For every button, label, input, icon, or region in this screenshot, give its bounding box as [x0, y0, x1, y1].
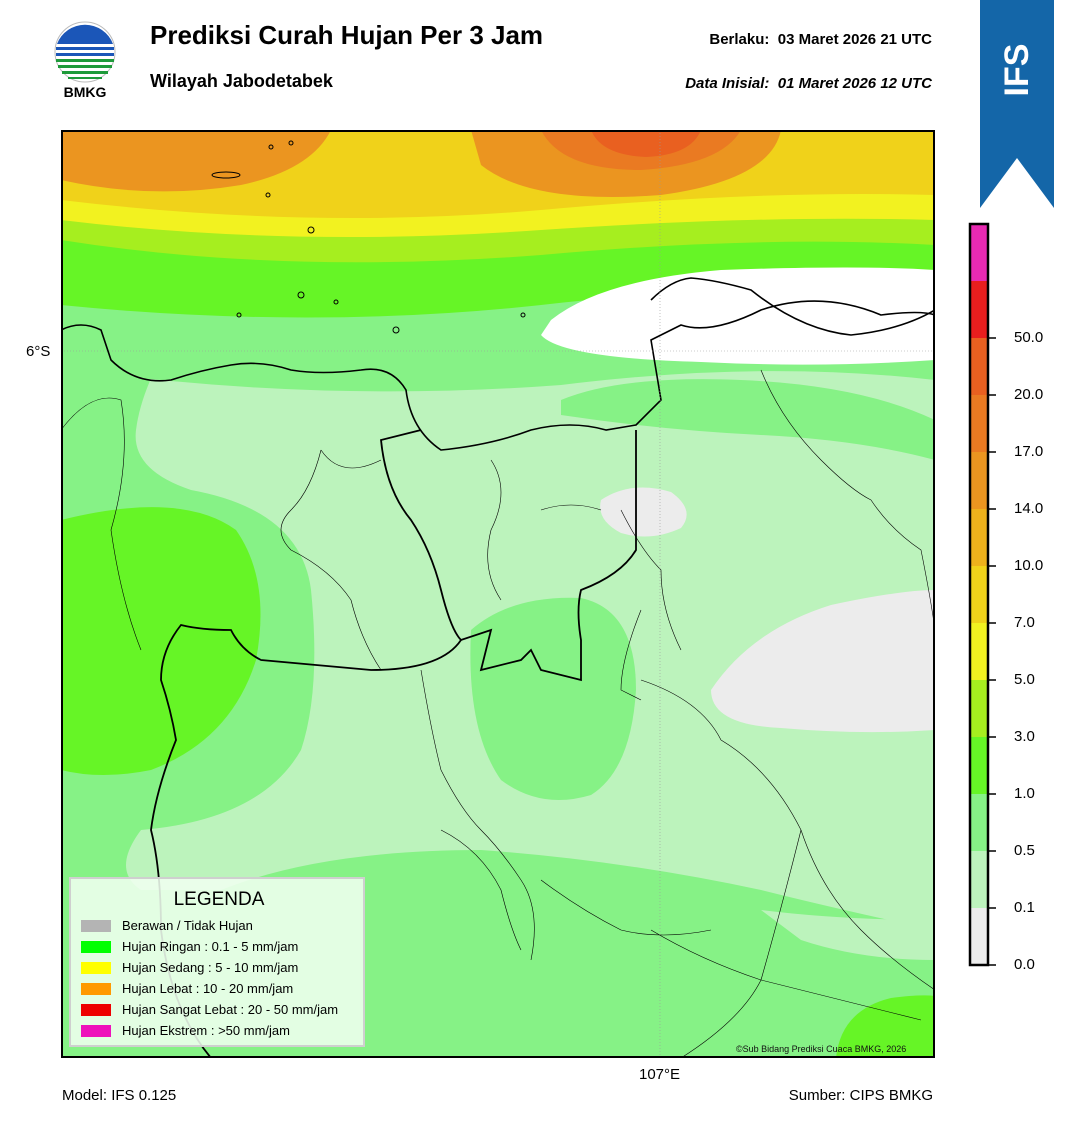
model-label: Model: IFS 0.125 — [62, 1087, 177, 1104]
rain-zone-orange-northwest — [61, 130, 331, 192]
legend-item: Hujan Lebat : 10 - 20 mm/jam — [81, 980, 293, 998]
colorbar-band — [970, 851, 988, 908]
province-boundary — [380, 429, 637, 682]
colorbar-band — [970, 224, 988, 281]
source-label: Sumber: CIPS BMKG — [788, 1087, 933, 1104]
legend-item-label: Berawan / Tidak Hujan — [122, 918, 253, 934]
colorbar-tick-label: 17.0 — [1014, 443, 1044, 460]
rain-zone-light-southeast — [761, 910, 935, 960]
colorbar-band — [970, 680, 988, 737]
island — [268, 144, 274, 150]
no-rain-zone-central — [600, 487, 687, 537]
rain-zone-medium-east — [561, 379, 935, 460]
colorbar-tick-label: 50.0 — [1014, 329, 1044, 346]
ifs-ribbon — [980, 0, 1054, 208]
colorbar-band — [970, 281, 988, 338]
rainfall-map — [61, 130, 935, 1058]
legend-item-label: Hujan Ringan : 0.1 - 5 mm/jam — [122, 939, 299, 955]
colorbar-tick-label: 0.5 — [1014, 842, 1035, 859]
legend-swatch — [81, 982, 111, 995]
colorbar-tick-label: 10.0 — [1014, 557, 1044, 574]
legend-item-label: Hujan Ekstrem : >50 mm/jam — [122, 1023, 290, 1039]
rain-zone-green-north — [61, 230, 935, 318]
colorbar-tick-label: 3.0 — [1014, 728, 1035, 745]
coastline-north — [61, 300, 935, 451]
colorbar-band — [970, 509, 988, 566]
island — [520, 312, 526, 318]
map-frame — [61, 130, 935, 1058]
rain-zone-yellowgreen-north — [61, 210, 935, 263]
colorbar-frame — [968, 222, 990, 967]
legend-swatch — [81, 1024, 111, 1037]
no-rain-zone-east — [711, 590, 935, 733]
rain-zone-green-west — [61, 507, 261, 775]
colorbar-band — [970, 623, 988, 680]
island — [333, 299, 339, 305]
legend-item: Hujan Ringan : 0.1 - 5 mm/jam — [81, 938, 298, 956]
colorbar-band — [970, 338, 988, 395]
page-subtitle: Wilayah Jabodetabek — [150, 71, 333, 91]
legend-swatch — [81, 940, 111, 953]
longitude-label: 107°E — [639, 1066, 681, 1083]
island — [288, 140, 294, 146]
initial-time-value: 01 Maret 2026 12 UTC — [777, 75, 932, 92]
colorbar-band — [970, 737, 988, 794]
ribbon-label: IFS — [998, 44, 1036, 97]
legend-item: Berawan / Tidak Hujan — [81, 917, 253, 935]
district-boundaries — [61, 369, 935, 1058]
colorbar-band — [970, 908, 988, 965]
legend-item-label: Hujan Sedang : 5 - 10 mm/jam — [122, 960, 299, 976]
legend-title: LEGENDA — [173, 889, 265, 910]
colorbar-tick-label: 5.0 — [1014, 671, 1035, 688]
legend-swatch — [81, 919, 111, 932]
map-copyright: ©Sub Bidang Prediksi Cuaca BMKG, 2026 — [736, 1044, 907, 1054]
rain-zone-medium-west — [61, 330, 935, 1058]
legend-item: Hujan Sangat Lebat : 20 - 50 mm/jam — [81, 1001, 338, 1019]
island — [392, 326, 400, 334]
colorbar-tick-label: 14.0 — [1014, 500, 1044, 517]
latitude-label: 6°S — [26, 343, 51, 360]
colorbar-tick-label: 1.0 — [1014, 785, 1035, 802]
page-title: Prediksi Curah Hujan Per 3 Jam — [150, 20, 544, 50]
island — [307, 226, 315, 234]
valid-time-value: 03 Maret 2026 21 UTC — [777, 31, 932, 48]
colorbar-tick-label: 0.1 — [1014, 899, 1035, 916]
island — [211, 171, 241, 179]
colorbar-band — [970, 395, 988, 452]
initial-time: Data Inisial: 01 Maret 2026 12 UTC — [685, 75, 932, 92]
colorbar-tick-label: 7.0 — [1014, 614, 1035, 631]
no-rain-zone-north-east — [541, 267, 935, 365]
legend-item: Hujan Ekstrem : >50 mm/jam — [81, 1022, 290, 1040]
rain-zone-medium-central — [470, 597, 636, 800]
legend-item-label: Hujan Lebat : 10 - 20 mm/jam — [122, 981, 294, 997]
colorbar-tick-label: 20.0 — [1014, 386, 1044, 403]
legend-item: Hujan Sedang : 5 - 10 mm/jam — [81, 959, 298, 977]
colorbar-tick-label: 0.0 — [1014, 956, 1035, 973]
logo-text: BMKG — [63, 84, 107, 100]
ribbon-text: IFS — [998, 44, 1036, 97]
rain-zone-green-southeast — [836, 995, 935, 1058]
valid-time-label: Berlaku: — [709, 31, 770, 48]
colorbar-band — [970, 794, 988, 851]
valid-time: Berlaku: 03 Maret 2026 21 UTC — [709, 31, 932, 48]
rain-zone-red-northeast — [591, 130, 701, 157]
island — [236, 312, 242, 318]
legend-item-label: Hujan Sangat Lebat : 20 - 50 mm/jam — [122, 1002, 339, 1018]
initial-time-label: Data Inisial: — [685, 75, 770, 92]
colorbar — [968, 222, 996, 967]
legend-box: LEGENDA Berawan / Tidak Hujan Hujan Ringa… — [69, 877, 365, 1047]
coastline-bay — [650, 277, 935, 336]
legend-swatch — [81, 961, 111, 974]
colorbar-band — [970, 452, 988, 509]
bmkg-logo — [54, 21, 116, 83]
legend-swatch — [81, 1003, 111, 1016]
island — [297, 291, 305, 299]
colorbar-band — [970, 566, 988, 623]
island — [265, 192, 271, 198]
